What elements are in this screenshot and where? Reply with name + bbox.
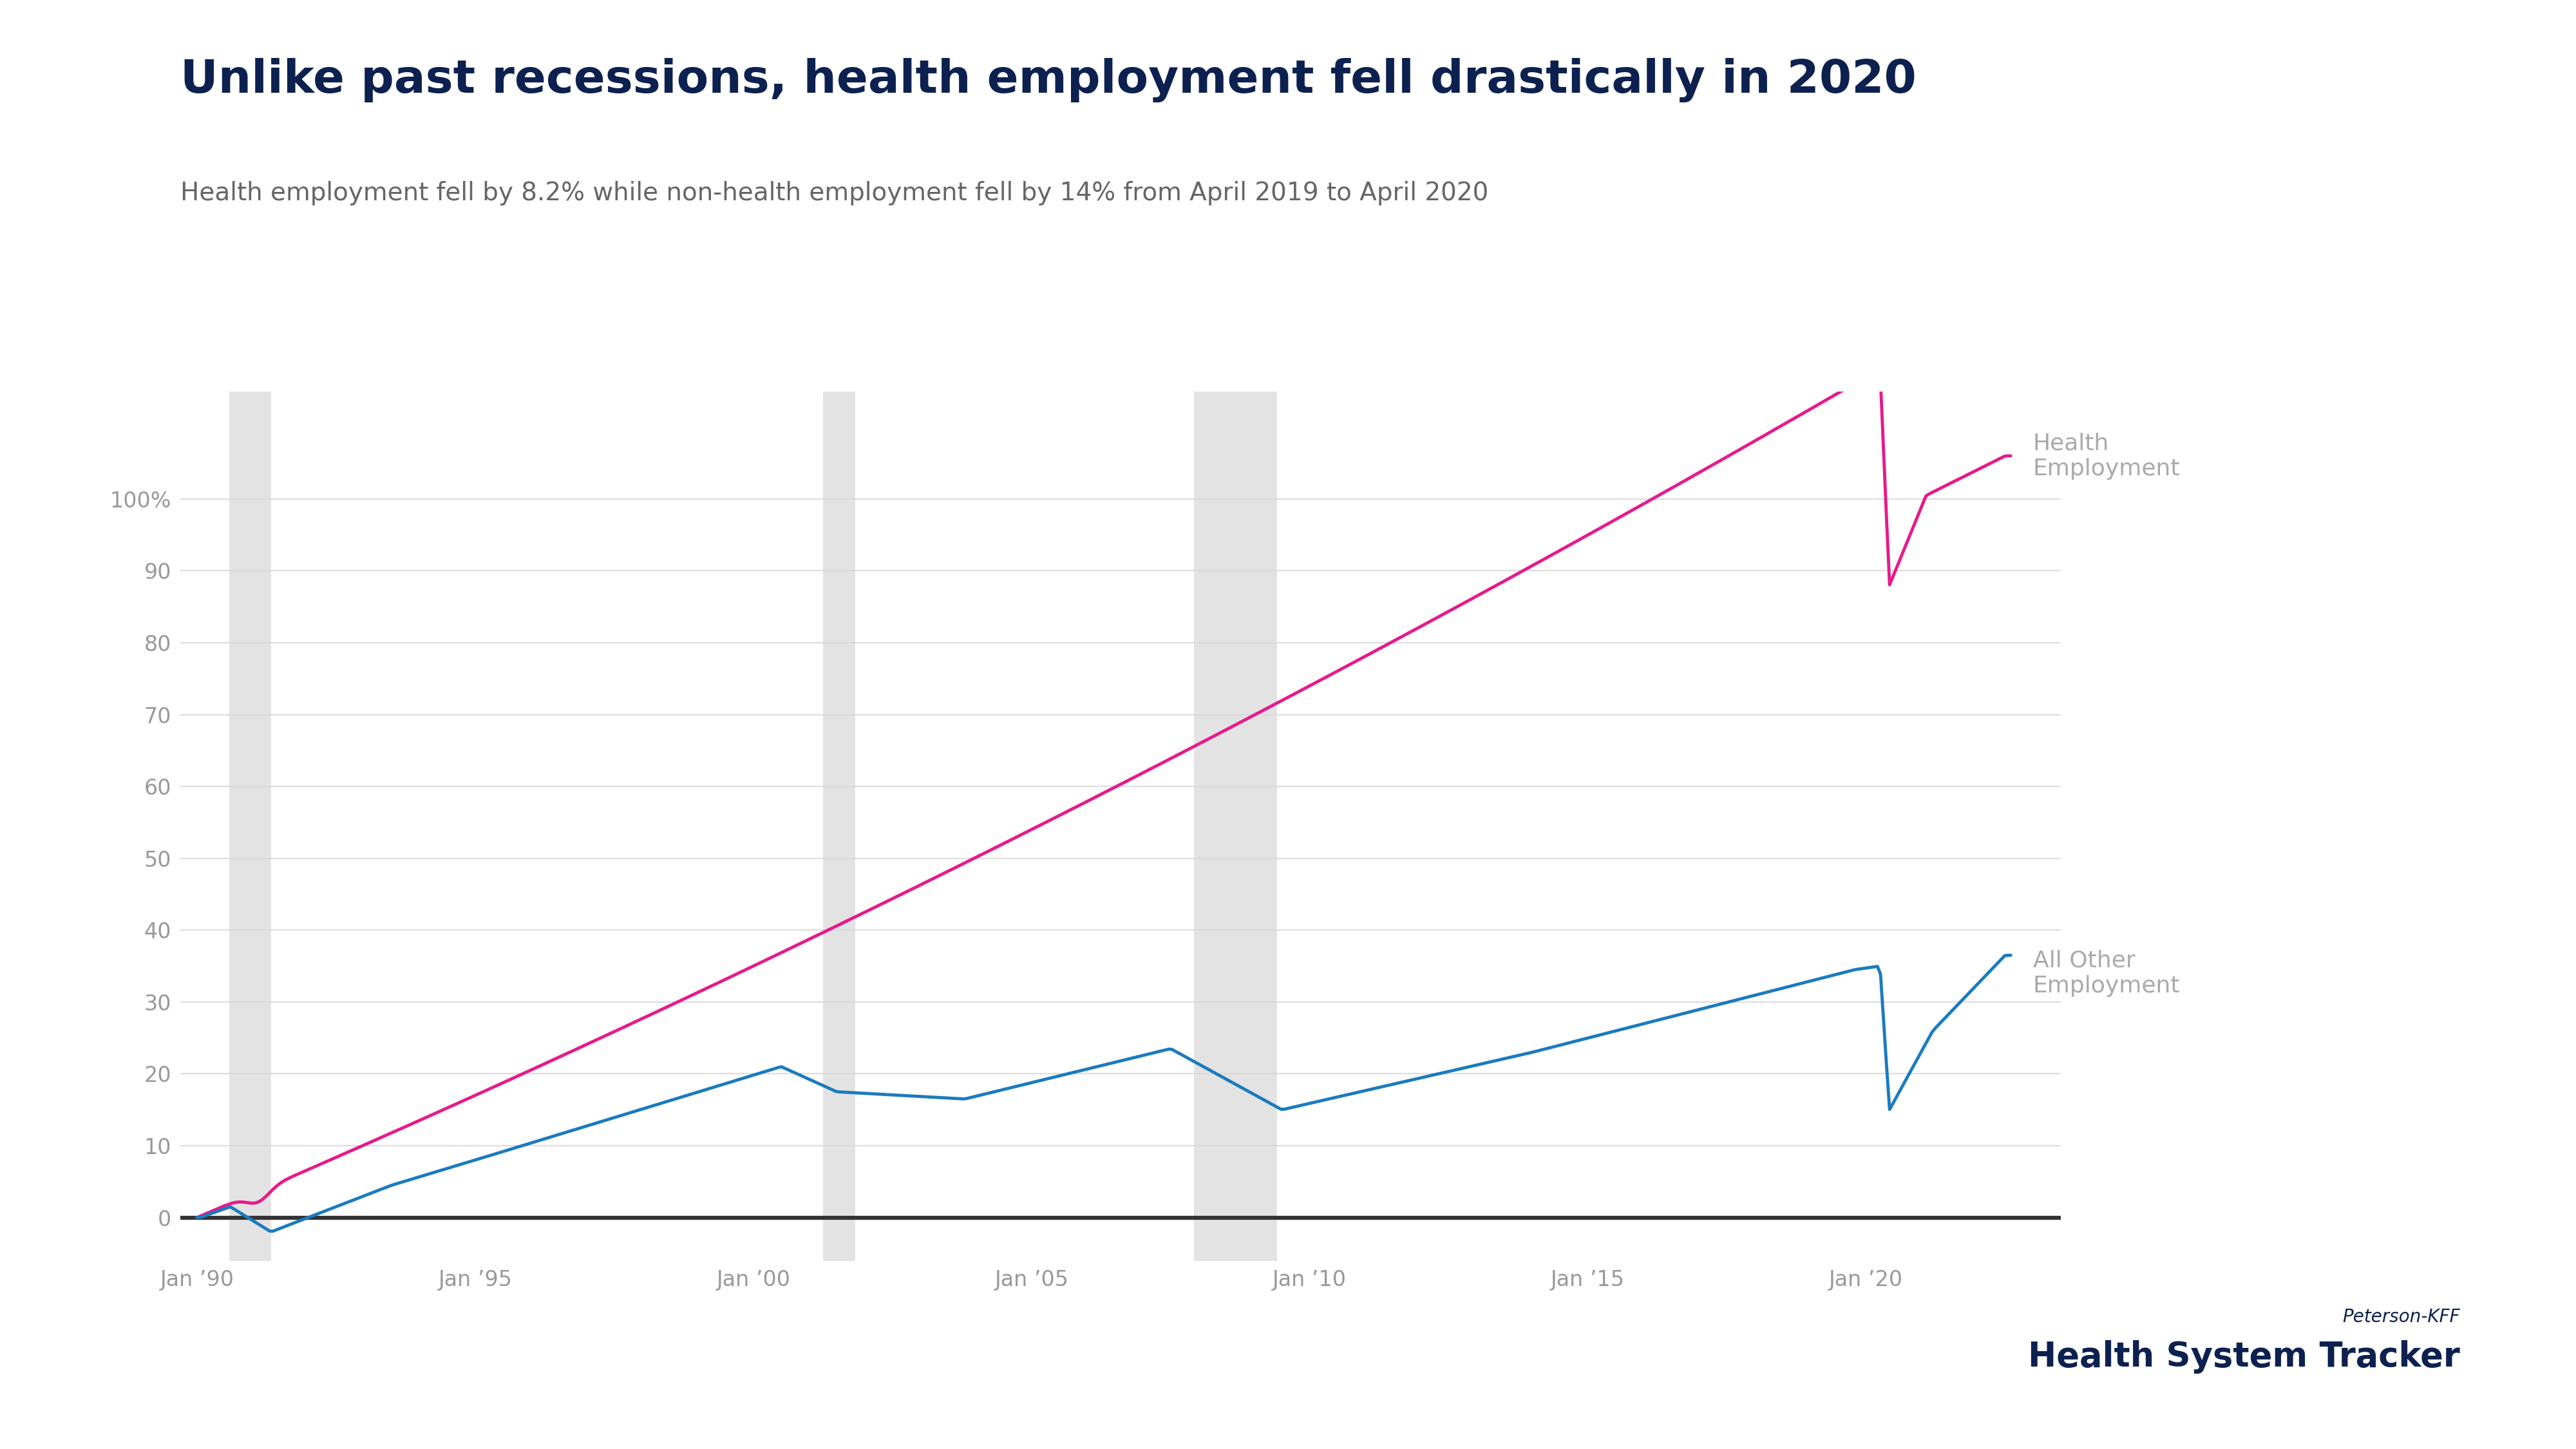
Text: Peterson-KFF: Peterson-KFF [2342, 1308, 2460, 1326]
Bar [229, 391, 270, 1261]
Text: All Other
Employment: All Other Employment [2032, 949, 2179, 997]
Text: Health System Tracker: Health System Tracker [2027, 1340, 2460, 1374]
Text: Unlike past recessions, health employment fell drastically in 2020: Unlike past recessions, health employmen… [180, 58, 1917, 103]
Text: Health employment fell by 8.2% while non-health employment fell by 14% from Apri: Health employment fell by 8.2% while non… [180, 181, 1489, 206]
Bar [1193, 391, 1278, 1261]
Text: Health
Employment: Health Employment [2032, 432, 2179, 480]
Bar [822, 391, 855, 1261]
